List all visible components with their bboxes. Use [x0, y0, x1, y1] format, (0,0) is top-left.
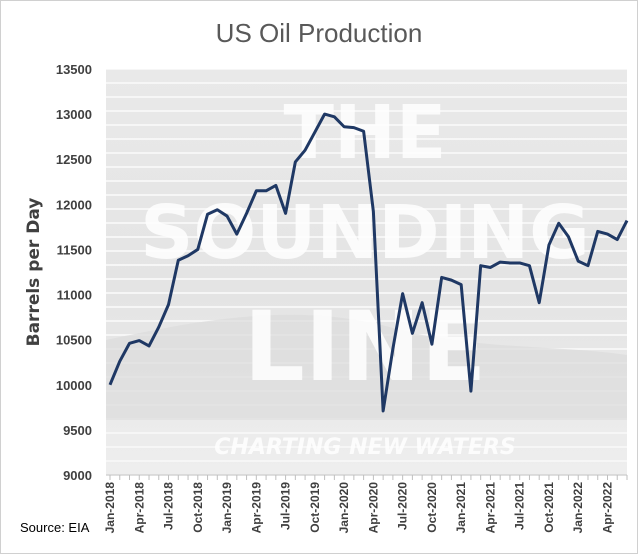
x-tick-label: Jan-2018	[103, 482, 117, 534]
plot-background	[106, 69, 627, 475]
chart-title: US Oil Production	[215, 18, 423, 48]
x-tick-label: Jan-2019	[220, 482, 234, 534]
x-tick-label: Apr-2018	[132, 482, 146, 534]
x-tick-label: Oct-2018	[191, 482, 205, 533]
series-line-oil-production	[108, 112, 629, 413]
y-tick-label: 10500	[56, 333, 92, 348]
y-tick-label: 13000	[56, 107, 92, 122]
watermark-tagline: CHARTING NEW WATERS	[214, 435, 515, 460]
y-tick-label: 13500	[56, 62, 92, 77]
y-tick-label: 12500	[56, 152, 92, 167]
x-tick-label: Jan-2020	[337, 482, 351, 534]
x-tick-label: Oct-2021	[542, 482, 556, 533]
x-tick-labels: Jan-2018 Apr-2018 Jul-2018 Oct-2018 Jan-2019…	[103, 482, 614, 534]
x-tick-label: Jan-2021	[454, 482, 468, 534]
y-tick-label: 10000	[56, 378, 92, 393]
watermark: THE SOUNDING LINE CHARTING NEW WATERS	[140, 90, 590, 460]
x-tick-label: Apr-2019	[249, 482, 263, 534]
y-tick-label: 11000	[57, 288, 92, 303]
y-tick-label: 9500	[63, 423, 92, 438]
x-tick-label: Jul-2020	[396, 482, 410, 530]
x-tick-label: Apr-2021	[483, 482, 497, 534]
x-tick-label: Oct-2020	[425, 482, 439, 533]
x-tick-label: Jul-2021	[513, 482, 527, 530]
x-tick-marks	[109, 475, 628, 480]
x-tick-label: Apr-2020	[366, 482, 380, 534]
y-tick-label: 11500	[57, 242, 92, 257]
y-tick-label: 9000	[63, 468, 92, 483]
x-tick-label: Jul-2018	[162, 482, 176, 530]
x-tick-label: Oct-2019	[308, 482, 322, 533]
y-tick-labels: 9000 9500 10000 10500 11000 11500 12000 12500 13…	[56, 62, 92, 483]
x-tick-label: Jan-2022	[571, 482, 585, 534]
watermark-line3: LINE	[244, 291, 487, 403]
source-note: Source: EIA	[20, 520, 90, 535]
y-tick-label: 12000	[56, 197, 92, 212]
x-tick-label: Jul-2019	[279, 482, 293, 530]
x-tick-label: Apr-2022	[600, 482, 614, 534]
